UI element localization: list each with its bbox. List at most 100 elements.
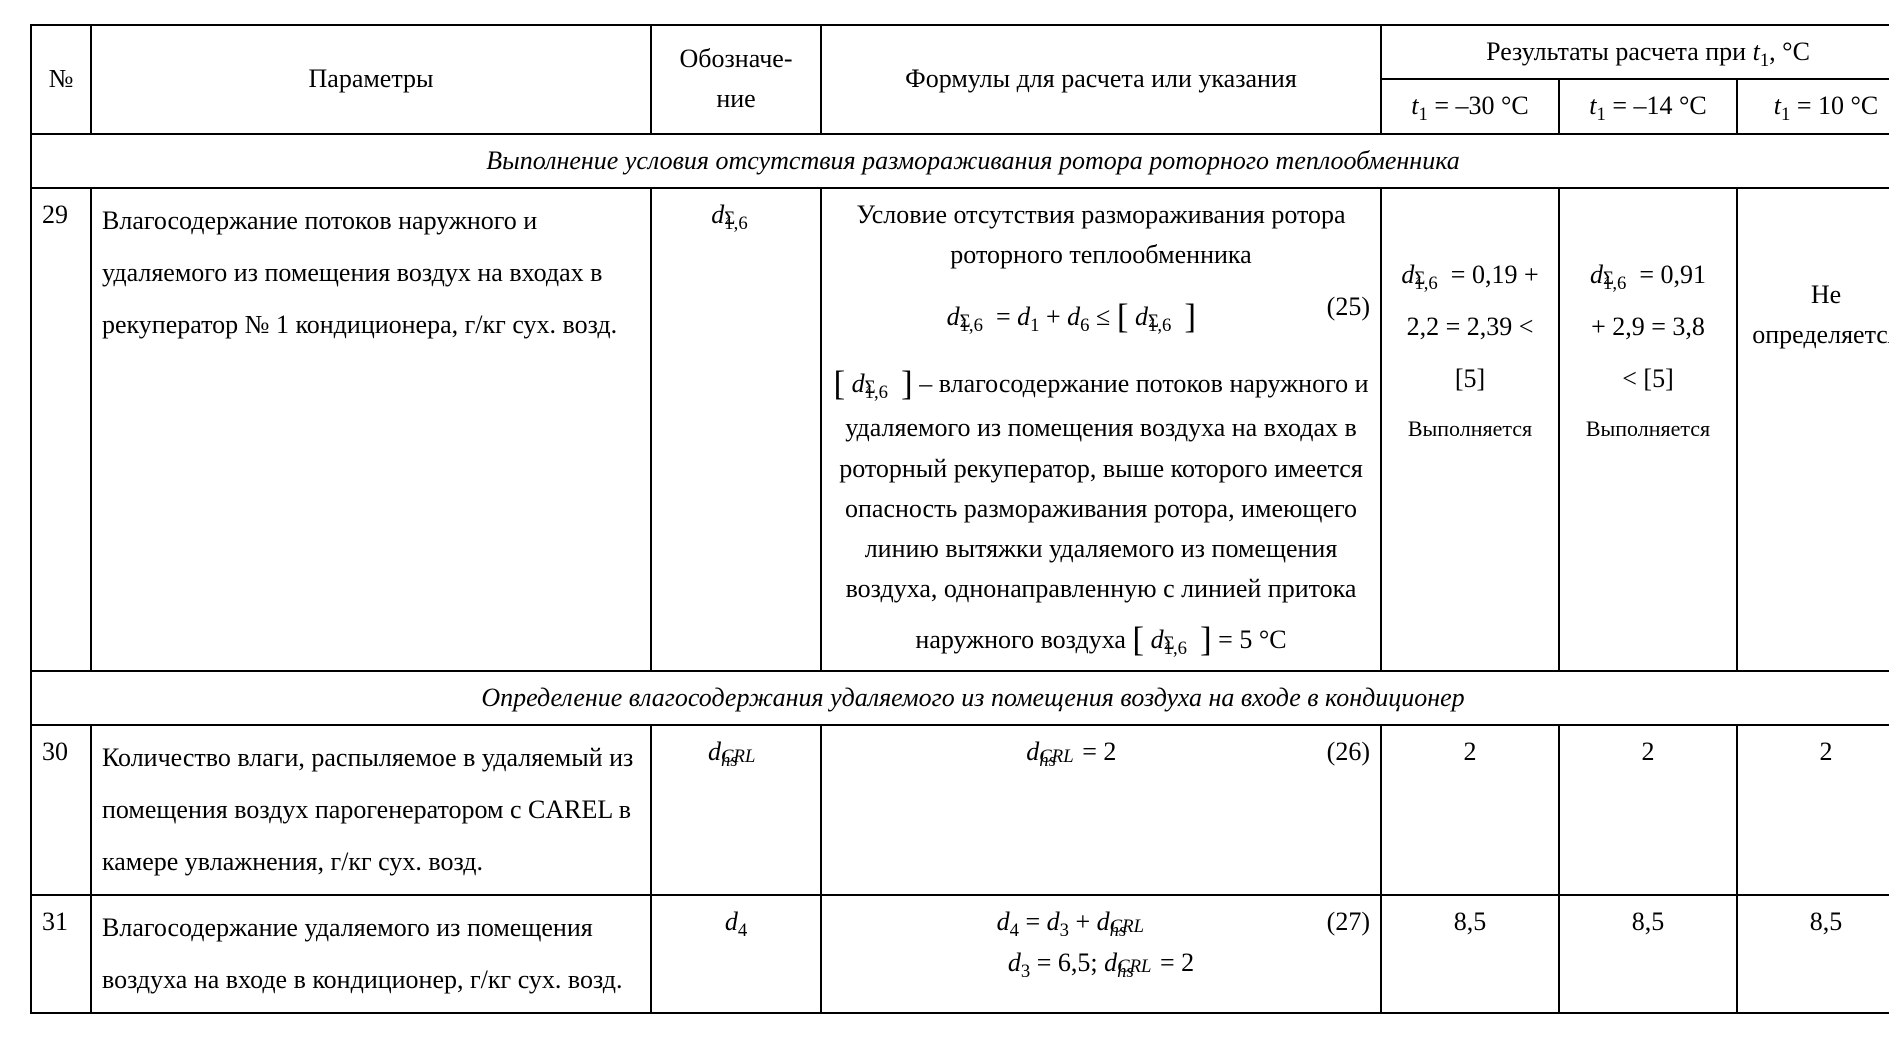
eq27-l2-dcrl-sub: CRL	[1117, 952, 1151, 981]
eq25-d6-base: d	[1067, 302, 1080, 331]
res1-l2: 2,2 = 2,39 <	[1392, 307, 1548, 347]
res3-sub: 1	[1781, 104, 1790, 125]
table-row-29: 29 Влагосодержание потоков наружного и у…	[31, 188, 1889, 671]
eq27-l2-d3-sub: 3	[1021, 961, 1030, 982]
results-title-suffix: , °C	[1769, 37, 1810, 66]
row30-param-text: Количество влаги, распыляемое в удаляемы…	[102, 743, 633, 876]
row30-symbol: dhsCRL	[651, 725, 821, 895]
note-br-sub: Σ	[865, 373, 876, 402]
table-header-row-1: № Параметры Обозначе- ние Формулы для ра…	[31, 25, 1889, 79]
col-header-formula: Формулы для расчета или указания	[821, 25, 1381, 134]
res2-sub: 1	[1596, 104, 1605, 125]
res3-var: t	[1774, 91, 1781, 120]
res1-status: Выполняется	[1392, 412, 1548, 446]
eq27-dcrl-base: d	[1097, 907, 1110, 936]
res2-l3: < [5]	[1570, 359, 1726, 399]
eq25-d1-base: d	[1017, 302, 1030, 331]
eq27-d3-base: d	[1047, 907, 1060, 936]
row30-sym-sub: CRL	[721, 742, 755, 771]
row29-param: Влагосодержание потоков наружного и удал…	[91, 188, 651, 671]
res2-base: d	[1590, 260, 1603, 289]
row31-num: 31	[31, 895, 91, 1013]
res2-expr: d1,6Σ = 0,91	[1570, 255, 1726, 295]
row30-num: 30	[31, 725, 91, 895]
row31-formula: d4 = d3 + dhsCRL (27) d3 = 6,5; dhsCRL =…	[821, 895, 1381, 1013]
row30-sym-base: d	[708, 737, 721, 766]
note-br-base: d	[852, 369, 865, 398]
col-header-res-1: t1 = –30 °C	[1381, 79, 1559, 133]
row29-note: [ d1,6Σ ] – влагосодержание потоков нару…	[832, 354, 1370, 664]
eq25-lhs-sub: Σ	[960, 307, 971, 336]
eq25-lhs-base: d	[947, 302, 960, 331]
res1-sub: 1	[1418, 104, 1427, 125]
row31-sym-base: d	[725, 907, 738, 936]
designation-line1: Обозначе-	[680, 44, 793, 73]
row29-symbol: d1,6Σ	[651, 188, 821, 671]
table-row-31: 31 Влагосодержание удаляемого из помещен…	[31, 895, 1889, 1013]
row29-sym-sub: Σ	[724, 204, 735, 233]
res1-expr: d1,6Σ = 0,19 +	[1392, 255, 1548, 295]
eq27-l2-dcrl-val: = 2	[1153, 948, 1194, 977]
row31-symbol: d4	[651, 895, 821, 1013]
row29-sym-base: d	[711, 200, 724, 229]
row29-formula: Условие отсутствия размораживания ротора…	[821, 188, 1381, 671]
row31-param-text: Влагосодержание удаляемого из помещения …	[102, 913, 623, 994]
note2-br-base: d	[1151, 625, 1164, 654]
eq25-br-base: d	[1135, 302, 1148, 331]
res1-l1: = 0,19 +	[1444, 260, 1538, 289]
col-header-res-3: t1 = 10 °C	[1737, 79, 1889, 133]
section-row-2: Определение влагосодержания удаляемого и…	[31, 671, 1889, 725]
col-header-designation: Обозначе- ние	[651, 25, 821, 134]
row30-res-2: 2	[1559, 725, 1737, 895]
designation-line2: ние	[716, 84, 755, 113]
eq26-base: d	[1026, 737, 1039, 766]
eq25-d6-sub: 6	[1080, 316, 1089, 337]
row29-res-2: d1,6Σ = 0,91 + 2,9 = 3,8 < [5] Выполняет…	[1559, 188, 1737, 671]
eq26-rhs: = 2	[1076, 737, 1117, 766]
row29-res-3: Не определяется	[1737, 188, 1889, 671]
eq27-line1: d4 = d3 + dhsCRL (27)	[832, 902, 1370, 942]
row29-note-text: – влагосодержание потоков наружного и уд…	[839, 369, 1368, 654]
res2-rest: = –14 °C	[1606, 91, 1707, 120]
row30-formula: dhsCRL = 2 (26)	[821, 725, 1381, 895]
note2-br-sub: Σ	[1164, 629, 1175, 658]
row29-param-text: Влагосодержание потоков наружного и удал…	[102, 206, 617, 339]
eq27-dcrl-sub: CRL	[1110, 912, 1144, 941]
col-header-res-2: t1 = –14 °C	[1559, 79, 1737, 133]
row30-res-3: 2	[1737, 725, 1889, 895]
res3-l2: определяется	[1748, 315, 1889, 355]
row30-param: Количество влаги, распыляемое в удаляемы…	[91, 725, 651, 895]
row31-sym-sub: 4	[738, 921, 747, 942]
eq27-line2: d3 = 6,5; dhsCRL = 2	[832, 943, 1370, 983]
col-header-results: Результаты расчета при t1, °C	[1381, 25, 1889, 79]
eq27-plus: +	[1069, 907, 1097, 936]
row31-res-1: 8,5	[1381, 895, 1559, 1013]
col-header-params: Параметры	[91, 25, 651, 134]
row29-num: 29	[31, 188, 91, 671]
section-row-1: Выполнение условия отсутствия разморажив…	[31, 134, 1889, 188]
row31-res-2: 8,5	[1559, 895, 1737, 1013]
row31-param: Влагосодержание удаляемого из помещения …	[91, 895, 651, 1013]
res2-l2: + 2,9 = 3,8	[1570, 307, 1726, 347]
eq26-number: (26)	[1327, 732, 1370, 772]
eq27-lhs-sub: 4	[1010, 921, 1019, 942]
eq27-l2-d3-val: = 6,5;	[1030, 948, 1104, 977]
res2-sub: Σ	[1603, 264, 1614, 293]
eq25-d1-sub: 1	[1030, 316, 1039, 337]
row29-formula-text1: Условие отсутствия размораживания ротора…	[832, 195, 1370, 276]
eq26-sub: CRL	[1039, 742, 1073, 771]
document-page: № Параметры Обозначе- ние Формулы для ра…	[0, 0, 1889, 1054]
res1-l3: [5]	[1392, 359, 1548, 399]
row30-res-1: 2	[1381, 725, 1559, 895]
row31-res-3: 8,5	[1737, 895, 1889, 1013]
eq27-lhs-base: d	[997, 907, 1010, 936]
eq25-number: (25)	[1327, 287, 1370, 327]
eq27-mid: =	[1019, 907, 1047, 936]
eq27-l2-d3-base: d	[1008, 948, 1021, 977]
res1-sub: Σ	[1414, 264, 1425, 293]
section-title-2: Определение влагосодержания удаляемого и…	[31, 671, 1889, 725]
calculation-table: № Параметры Обозначе- ние Формулы для ра…	[30, 24, 1889, 1014]
col-header-num: №	[31, 25, 91, 134]
res3-l1: Не	[1748, 275, 1889, 315]
section-title-1: Выполнение условия отсутствия разморажив…	[31, 134, 1889, 188]
